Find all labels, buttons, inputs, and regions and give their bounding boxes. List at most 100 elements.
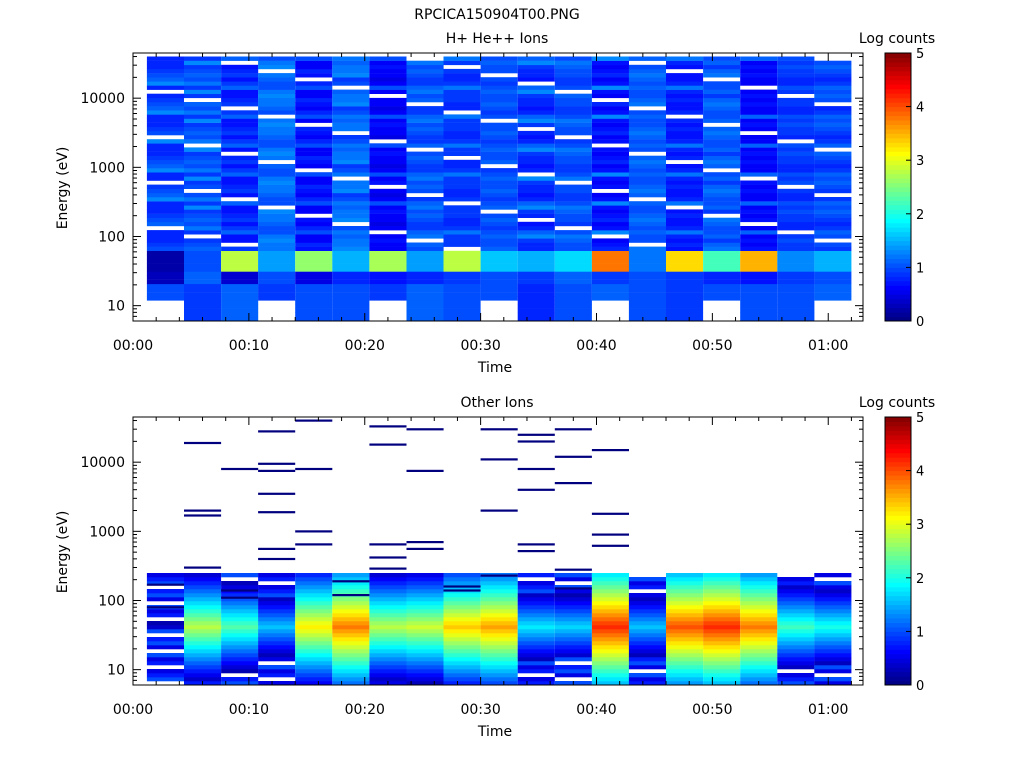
heatmap-cell <box>184 81 222 86</box>
colorbar-segment <box>885 537 911 543</box>
heatmap-cell <box>332 147 370 152</box>
heatmap-cell <box>814 292 852 297</box>
heatmap-cell <box>777 151 815 156</box>
heatmap-cell <box>814 155 852 161</box>
heatmap-cell <box>406 172 444 177</box>
heatmap-cell <box>480 254 518 260</box>
heatmap-cell <box>221 110 259 115</box>
heatmap-cell <box>443 192 481 198</box>
heatmap-cell <box>406 73 444 78</box>
heatmap-cell <box>554 250 592 256</box>
heatmap-cell <box>554 130 592 136</box>
heatmap-cell <box>777 89 815 94</box>
heatmap-cell <box>591 577 629 582</box>
heatmap-cell <box>666 250 704 256</box>
heatmap-cell <box>591 665 629 670</box>
heatmap-cell <box>814 234 852 239</box>
heatmap-cell <box>258 649 296 654</box>
heatmap-cell <box>480 641 518 646</box>
sparse-energy-line <box>295 530 333 533</box>
heatmap-cell <box>146 56 184 61</box>
heatmap-cell <box>628 64 666 70</box>
heatmap-cell <box>777 263 815 268</box>
colorbar-segment <box>885 97 911 103</box>
heatmap-cell <box>332 68 370 74</box>
heatmap-cell <box>406 246 444 251</box>
heatmap-cell <box>740 581 778 586</box>
colorbar-tick-label: 4 <box>916 465 924 480</box>
heatmap-cell <box>628 605 666 610</box>
heatmap-cell <box>554 573 592 578</box>
heatmap-cell <box>554 114 592 119</box>
heatmap-cell <box>332 242 370 247</box>
heatmap-cell <box>517 661 555 666</box>
heatmap-cell <box>814 221 852 227</box>
heatmap-cell <box>777 621 815 626</box>
heatmap-cell <box>258 629 296 634</box>
heatmap-cell <box>591 205 629 210</box>
heatmap-cell <box>777 122 815 128</box>
heatmap-cell <box>814 263 852 268</box>
heatmap-cell <box>740 77 778 82</box>
colorbar-segment <box>885 57 911 63</box>
heatmap-cell <box>146 192 184 198</box>
colorbar-segment <box>885 640 911 646</box>
heatmap-cell <box>703 64 741 70</box>
heatmap-cell <box>666 669 704 674</box>
heatmap-cell <box>517 267 555 272</box>
heatmap-cell <box>184 649 222 654</box>
heatmap-cell <box>184 613 222 618</box>
heatmap-cell <box>591 597 629 602</box>
heatmap-cell <box>554 653 592 658</box>
heatmap-cell <box>666 287 704 293</box>
heatmap-cell <box>517 657 555 662</box>
heatmap-cell <box>554 629 592 634</box>
heatmap-cell <box>628 73 666 78</box>
heatmap-cell <box>814 64 852 70</box>
heatmap-cell <box>517 665 555 670</box>
heatmap-cell <box>666 226 704 231</box>
heatmap-cell <box>258 56 296 61</box>
heatmap-cell <box>295 139 333 144</box>
heatmap-cell <box>406 126 444 132</box>
heatmap-cell <box>443 621 481 626</box>
heatmap-cell <box>517 155 555 161</box>
heatmap-cell <box>740 180 778 185</box>
heatmap-cell <box>517 97 555 103</box>
heatmap-cell <box>258 226 296 231</box>
heatmap-cell <box>369 597 407 602</box>
heatmap-cell <box>628 97 666 103</box>
heatmap-cell <box>295 176 333 181</box>
heatmap-cell <box>777 118 815 123</box>
heatmap-cell <box>554 649 592 654</box>
heatmap-cell <box>406 633 444 638</box>
colorbar-segment <box>885 316 911 322</box>
colorbar-segment <box>885 448 911 454</box>
heatmap-cell <box>517 633 555 638</box>
colorbar-segment <box>885 542 911 548</box>
colorbar-segment <box>885 102 911 108</box>
heatmap-cell <box>666 573 704 578</box>
heatmap-cell <box>628 593 666 598</box>
heatmap-cell <box>443 613 481 618</box>
heatmap-cell <box>295 259 333 264</box>
heatmap-cell <box>777 168 815 173</box>
heatmap-cell <box>221 188 259 194</box>
heatmap-cell <box>369 267 407 272</box>
colorbar-segment <box>885 533 911 539</box>
heatmap-cell <box>443 601 481 606</box>
heatmap-cell <box>814 246 852 251</box>
heatmap-cell <box>406 637 444 642</box>
sparse-energy-line <box>443 585 481 588</box>
heatmap-cell <box>258 176 296 181</box>
heatmap-cell <box>443 661 481 666</box>
heatmap-cell <box>146 68 184 74</box>
heatmap-cell <box>814 68 852 74</box>
heatmap-cell <box>740 312 778 318</box>
heatmap-cell <box>258 601 296 606</box>
heatmap-cell <box>146 221 184 227</box>
heatmap-cell <box>443 68 481 74</box>
heatmap-cell <box>221 593 259 598</box>
heatmap-cell <box>221 681 259 686</box>
heatmap-cell <box>777 97 815 103</box>
